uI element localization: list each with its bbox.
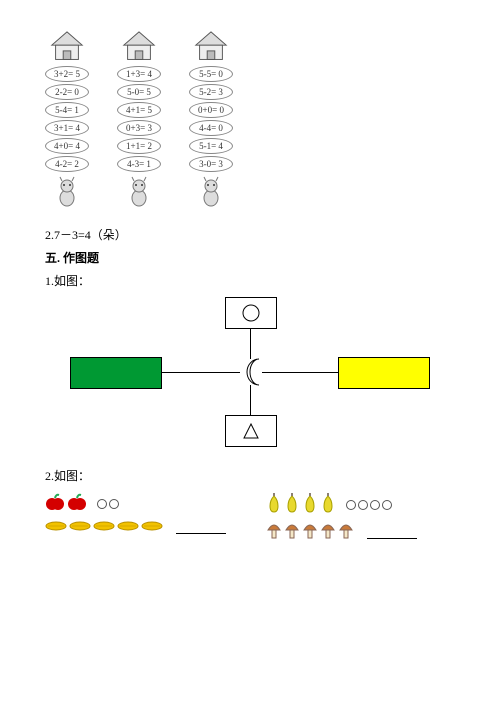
- apple-icon: [67, 492, 87, 516]
- pear-icon: [320, 492, 336, 518]
- corn-icon: [93, 520, 115, 536]
- figure-2: [45, 492, 455, 544]
- equation-column: 5-5= 0 5-2= 3 0+0= 0 4-4= 0 5-1= 4 3-0= 3: [189, 30, 233, 208]
- corn-icon: [117, 520, 139, 536]
- yellow-rect: [338, 357, 430, 389]
- equation-bubble: 5-0= 5: [117, 84, 161, 100]
- equation-bubble: 3+1= 4: [45, 120, 89, 136]
- moon-icon: [245, 357, 267, 391]
- equation-bubble: 4+0= 4: [45, 138, 89, 154]
- equation-bubble: 0+0= 0: [189, 102, 233, 118]
- equation-bubble: 1+1= 2: [117, 138, 161, 154]
- pear-icon: [284, 492, 300, 518]
- pear-icon: [302, 492, 318, 518]
- equation-columns: 3+2= 5 2-2= 0 5-4= 1 3+1= 4 4+0= 4 4-2= 2 1+3…: [45, 30, 455, 208]
- equation-bubble: 5-2= 3: [189, 84, 233, 100]
- equation-bubble: 0+3= 3: [117, 120, 161, 136]
- item-row: [266, 492, 417, 518]
- pear-icon: [266, 492, 282, 518]
- mushroom-icon: [320, 522, 336, 544]
- item-row: [45, 492, 226, 516]
- answer-line: 2.7－3=4（朵）: [45, 226, 455, 243]
- top-box-circle: [225, 297, 277, 329]
- mushroom-icon: [284, 522, 300, 544]
- corn-icon: [69, 520, 91, 536]
- mushroom-icon: [302, 522, 318, 544]
- fig2-label: 2.如图：: [45, 467, 455, 484]
- equation-bubble: 2-2= 0: [45, 84, 89, 100]
- green-rect: [70, 357, 162, 389]
- fig1-label: 1.如图：: [45, 272, 455, 289]
- equation-bubble: 5-1= 4: [189, 138, 233, 154]
- count-circle: [97, 499, 107, 509]
- equation-bubble: 4-2= 2: [45, 156, 89, 172]
- house-icon: [48, 30, 86, 62]
- count-circle: [382, 500, 392, 510]
- bottom-box-triangle: [225, 415, 277, 447]
- count-circle: [358, 500, 368, 510]
- equation-bubble: 3-0= 3: [189, 156, 233, 172]
- equation-bubble: 4+1= 5: [117, 102, 161, 118]
- equation-bubble: 4-4= 0: [189, 120, 233, 136]
- blank-line: [176, 523, 226, 534]
- section-heading: 五. 作图题: [45, 249, 455, 266]
- item-row: [45, 520, 226, 536]
- counting-group: [45, 492, 226, 544]
- corn-icon: [141, 520, 163, 536]
- animal-icon: [125, 176, 153, 208]
- mushroom-icon: [338, 522, 354, 544]
- equation-bubble: 4-3= 1: [117, 156, 161, 172]
- equation-bubble: 3+2= 5: [45, 66, 89, 82]
- equation-bubble: 5-4= 1: [45, 102, 89, 118]
- house-icon: [192, 30, 230, 62]
- equation-column: 1+3= 4 5-0= 5 4+1= 5 0+3= 3 1+1= 2 4-3= 1: [117, 30, 161, 208]
- house-icon: [120, 30, 158, 62]
- animal-icon: [53, 176, 81, 208]
- count-circle: [109, 499, 119, 509]
- equation-bubble: 5-5= 0: [189, 66, 233, 82]
- animal-icon: [197, 176, 225, 208]
- count-circle: [370, 500, 380, 510]
- mushroom-icon: [266, 522, 282, 544]
- apple-icon: [45, 492, 65, 516]
- count-circle: [346, 500, 356, 510]
- item-row: [266, 522, 417, 544]
- blank-line: [367, 528, 417, 539]
- corn-icon: [45, 520, 67, 536]
- counting-group: [266, 492, 417, 544]
- equation-bubble: 1+3= 4: [117, 66, 161, 82]
- figure-1: [70, 297, 430, 447]
- equation-column: 3+2= 5 2-2= 0 5-4= 1 3+1= 4 4+0= 4 4-2= 2: [45, 30, 89, 208]
